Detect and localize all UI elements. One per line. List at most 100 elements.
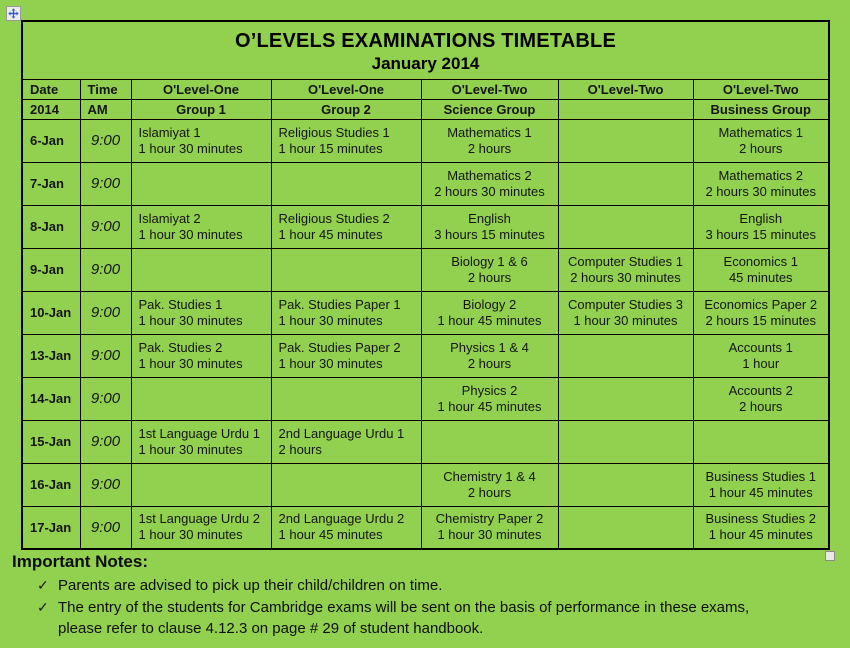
date-cell: 9-Jan (21, 247, 81, 292)
duration-line: 1 hour 30 minutes (138, 527, 243, 543)
exam-cell-group1 (130, 462, 272, 507)
title-cell: O’LEVELS EXAMINATIONS TIMETABLE January … (21, 20, 830, 80)
exam-cell-group2: Pak. Studies Paper 2 1 hour 30 minutes (270, 333, 422, 378)
table-resize-handle[interactable] (825, 551, 835, 561)
time-cell: 9:00 (79, 204, 132, 249)
table-row: 17-Jan 9:00 1st Language Urdu 2 1 hour 3… (21, 505, 830, 550)
exam-cell-other (557, 118, 694, 163)
header-row-1: Date Time O'Level-One O'Level-One O'Leve… (21, 78, 830, 100)
duration-line: 1 hour 45 minutes (708, 484, 813, 500)
exam-cell-science: Mathematics 1 2 hours (420, 118, 559, 163)
subject-line: Physics 1 & 4 (450, 339, 529, 355)
exam-cell-other (557, 161, 694, 206)
duration-line: 3 hours 15 minutes (705, 226, 817, 242)
time-cell: 9:00 (79, 118, 132, 163)
note-item: ✓ Parents are advised to pick up their c… (37, 575, 840, 596)
header-row-2: 2014 AM Group 1 Group 2 Science Group Bu… (21, 98, 830, 120)
duration-line: 2 hours (467, 355, 512, 371)
col-header-olevel-two-c: O'Level-Two (692, 78, 830, 100)
duration-line: 2 hours (467, 269, 512, 285)
subject-line: Biology 1 & 6 (451, 253, 528, 269)
col-header-olevel-two-b: O'Level-Two (557, 78, 694, 100)
subject-line: Chemistry Paper 2 (435, 511, 544, 527)
date-cell: 6-Jan (21, 118, 81, 163)
duration-line: 1 hour 30 minutes (138, 441, 243, 457)
subject-line: Pak. Studies 2 (138, 339, 223, 355)
duration-line: 2 hours 30 minutes (705, 183, 817, 199)
duration-line: 1 hour 45 minutes (708, 527, 813, 543)
title-row: O’LEVELS EXAMINATIONS TIMETABLE January … (21, 20, 830, 80)
time-cell: 9:00 (79, 462, 132, 507)
exam-cell-science (420, 419, 559, 464)
subject-line: Economics Paper 2 (704, 296, 818, 312)
subject-line: Islamiyat 1 (138, 124, 201, 140)
timetable: O’LEVELS EXAMINATIONS TIMETABLE January … (21, 20, 830, 550)
exam-cell-science: Biology 2 1 hour 45 minutes (420, 290, 559, 335)
exam-cell-group1: Pak. Studies 2 1 hour 30 minutes (130, 333, 272, 378)
time-cell: 9:00 (79, 333, 132, 378)
subject-line: Economics 1 (723, 253, 798, 269)
time-cell: 9:00 (79, 290, 132, 335)
notes-heading: Important Notes: (12, 552, 148, 571)
table-move-handle[interactable] (6, 6, 21, 21)
page-title: O’LEVELS EXAMINATIONS TIMETABLE (234, 29, 617, 52)
date-cell: 16-Jan (21, 462, 81, 507)
exam-cell-business: Business Studies 2 1 hour 45 minutes (692, 505, 830, 550)
time-cell: 9:00 (79, 161, 132, 206)
table-row: 16-Jan 9:00 Chemistry 1 & 4 2 hours Busi… (21, 462, 830, 507)
exam-cell-group2 (270, 376, 422, 421)
col-subheader-science-group: Science Group (420, 98, 559, 120)
exam-cell-other (557, 462, 694, 507)
exam-cell-group1: 1st Language Urdu 2 1 hour 30 minutes (130, 505, 272, 550)
notes-list: ✓ Parents are advised to pick up their c… (37, 575, 840, 639)
subject-line: Mathematics 1 (718, 124, 804, 140)
table-row: 14-Jan 9:00 Physics 2 1 hour 45 minutes … (21, 376, 830, 421)
date-cell: 15-Jan (21, 419, 81, 464)
duration-line: 1 hour 45 minutes (437, 312, 542, 328)
time-cell: 9:00 (79, 505, 132, 550)
exam-cell-business: English 3 hours 15 minutes (692, 204, 830, 249)
col-subheader-business-group: Business Group (692, 98, 830, 120)
col-subheader-blank (557, 98, 694, 120)
duration-line: 2 hours (467, 140, 512, 156)
exam-cell-science: Chemistry 1 & 4 2 hours (420, 462, 559, 507)
date-cell: 7-Jan (21, 161, 81, 206)
exam-cell-group1: Islamiyat 2 1 hour 30 minutes (130, 204, 272, 249)
time-cell: 9:00 (79, 419, 132, 464)
subject-line: Business Studies 2 (705, 511, 817, 527)
col-subheader-am: AM (79, 98, 132, 120)
duration-line: 1 hour 30 minutes (138, 226, 243, 242)
exam-cell-other (557, 505, 694, 550)
col-subheader-year: 2014 (21, 98, 81, 120)
subject-line: 2nd Language Urdu 2 (278, 511, 405, 527)
exam-cell-other: Computer Studies 1 2 hours 30 minutes (557, 247, 694, 292)
page-subtitle: January 2014 (371, 53, 480, 73)
subject-line: 2nd Language Urdu 1 (278, 425, 405, 441)
duration-line: 2 hours (467, 484, 512, 500)
subject-line: English (468, 210, 511, 226)
date-cell: 13-Jan (21, 333, 81, 378)
col-subheader-group1: Group 1 (130, 98, 272, 120)
note-item: ✓ The entry of the students for Cambridg… (37, 597, 840, 639)
col-header-olevel-one-b: O'Level-One (270, 78, 422, 100)
duration-line: 2 hours (278, 441, 322, 457)
exam-cell-group2 (270, 462, 422, 507)
exam-cell-business: Accounts 1 1 hour (692, 333, 830, 378)
exam-cell-business (692, 419, 830, 464)
subject-line: Pak. Studies Paper 1 (278, 296, 401, 312)
subject-line: Chemistry 1 & 4 (443, 468, 536, 484)
duration-line: 2 hours 15 minutes (705, 312, 817, 328)
table-row: 9-Jan 9:00 Biology 1 & 6 2 hours Compute… (21, 247, 830, 292)
exam-cell-business: Mathematics 1 2 hours (692, 118, 830, 163)
subject-line: English (739, 210, 783, 226)
exam-cell-group2 (270, 247, 422, 292)
date-cell: 14-Jan (21, 376, 81, 421)
table-row: 6-Jan 9:00 Islamiyat 1 1 hour 30 minutes… (21, 118, 830, 163)
exam-cell-group1: 1st Language Urdu 1 1 hour 30 minutes (130, 419, 272, 464)
subject-line: Pak. Studies 1 (138, 296, 223, 312)
duration-line: 1 hour 45 minutes (278, 527, 383, 543)
subject-line: Pak. Studies Paper 2 (278, 339, 401, 355)
duration-line: 1 hour 30 minutes (278, 355, 383, 371)
time-cell: 9:00 (79, 247, 132, 292)
